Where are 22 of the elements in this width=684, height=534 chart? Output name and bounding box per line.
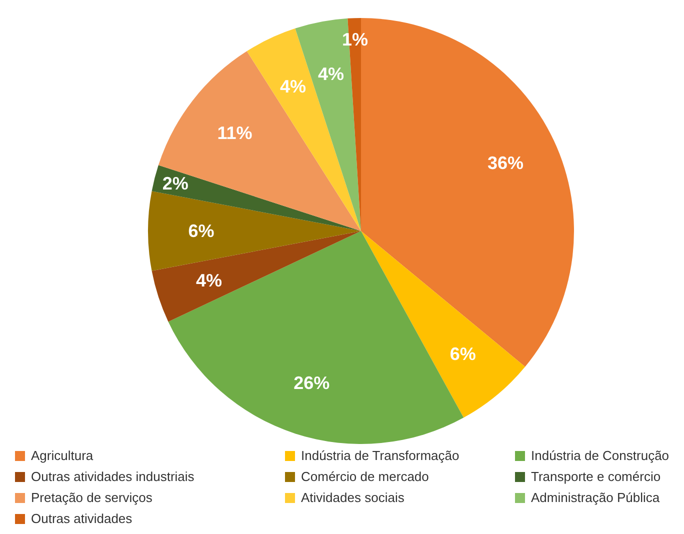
legend-label: Outras atividades industriais: [31, 469, 194, 484]
data-label: 36%: [488, 152, 524, 173]
legend-label: Comércio de mercado: [301, 469, 429, 484]
data-label: 4%: [196, 270, 222, 290]
legend-label: Agricultura: [31, 448, 94, 463]
data-label: 2%: [162, 173, 188, 194]
data-label: 26%: [294, 372, 330, 393]
data-label: 1%: [342, 29, 368, 50]
data-label: 6%: [188, 221, 214, 241]
legend-label: Atividades sociais: [301, 490, 404, 505]
legend-label: Outras atividades: [31, 511, 132, 526]
legend-label: Transporte e comércio: [531, 469, 661, 484]
legend-label: Indústria de Transformação: [301, 448, 460, 463]
legend-label: Pretação de serviços: [31, 490, 152, 505]
pie-slice: [148, 191, 361, 271]
data-label: 4%: [318, 64, 344, 84]
data-label: 6%: [450, 344, 476, 364]
pie-slice: [361, 231, 526, 418]
legend-label: Indústria de Construção: [531, 448, 670, 463]
legend-label: Administração Pública: [531, 490, 660, 505]
data-label: 4%: [280, 76, 306, 96]
data-label: 11%: [217, 123, 252, 144]
